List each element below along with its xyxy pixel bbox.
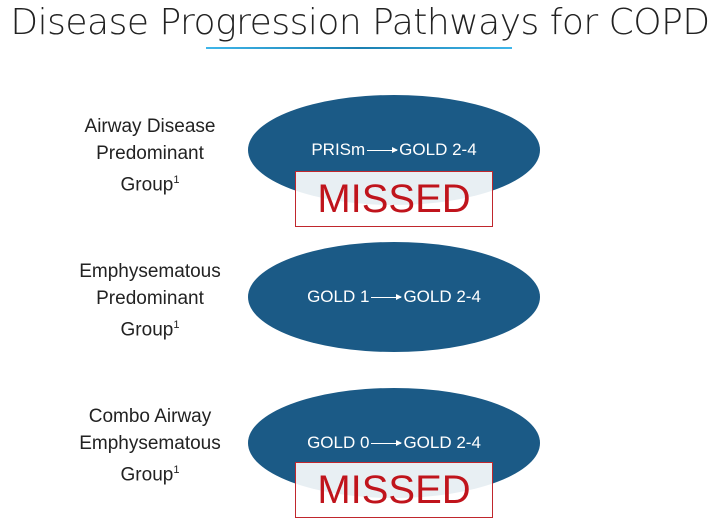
- group-label-combo: Combo Airway Emphysematous Group1: [50, 404, 250, 489]
- label-line: Predominant: [96, 142, 204, 164]
- footnote: 1: [173, 174, 180, 186]
- pathway-text: PRISm GOLD 2-4: [248, 140, 540, 160]
- to-stage: GOLD 2-4: [399, 140, 477, 159]
- to-stage: GOLD 2-4: [403, 433, 481, 452]
- from-stage: PRISm: [311, 140, 366, 159]
- label-line: Airway Disease: [84, 116, 216, 137]
- label-text: Group: [120, 319, 174, 341]
- pathway-text: GOLD 1 GOLD 2-4: [248, 287, 540, 307]
- group-label-airway: Airway Disease Predominant Group1: [50, 114, 250, 199]
- arrow-right-icon: [367, 147, 399, 154]
- group-label-emphysematous: Emphysematous Predominant Group1: [50, 259, 250, 344]
- label-line: Group1: [50, 312, 250, 344]
- pathway-ellipse: [248, 242, 540, 352]
- footnote: 1: [173, 319, 180, 331]
- label-text: Group: [120, 174, 174, 196]
- label-line: Emphysematous: [79, 432, 221, 454]
- arrow-right-icon: [371, 294, 403, 301]
- label-line: Predominant: [96, 287, 204, 309]
- label-line: Combo Airway: [88, 406, 212, 427]
- label-line: Emphysematous: [79, 261, 221, 282]
- label-line: Group1: [50, 457, 250, 489]
- slide-title: Disease Progression Pathways for COPD: [10, 2, 710, 43]
- from-stage: GOLD 0: [307, 433, 370, 452]
- label-line: Group1: [50, 167, 250, 199]
- missed-badge: MISSED: [295, 171, 493, 227]
- missed-badge: MISSED: [295, 462, 493, 518]
- label-text: Group: [120, 464, 174, 486]
- from-stage: GOLD 1: [307, 287, 370, 306]
- title-underline: [206, 47, 512, 49]
- to-stage: GOLD 2-4: [403, 287, 481, 306]
- arrow-right-icon: [371, 440, 403, 447]
- footnote: 1: [173, 464, 180, 476]
- pathway-text: GOLD 0 GOLD 2-4: [248, 433, 540, 453]
